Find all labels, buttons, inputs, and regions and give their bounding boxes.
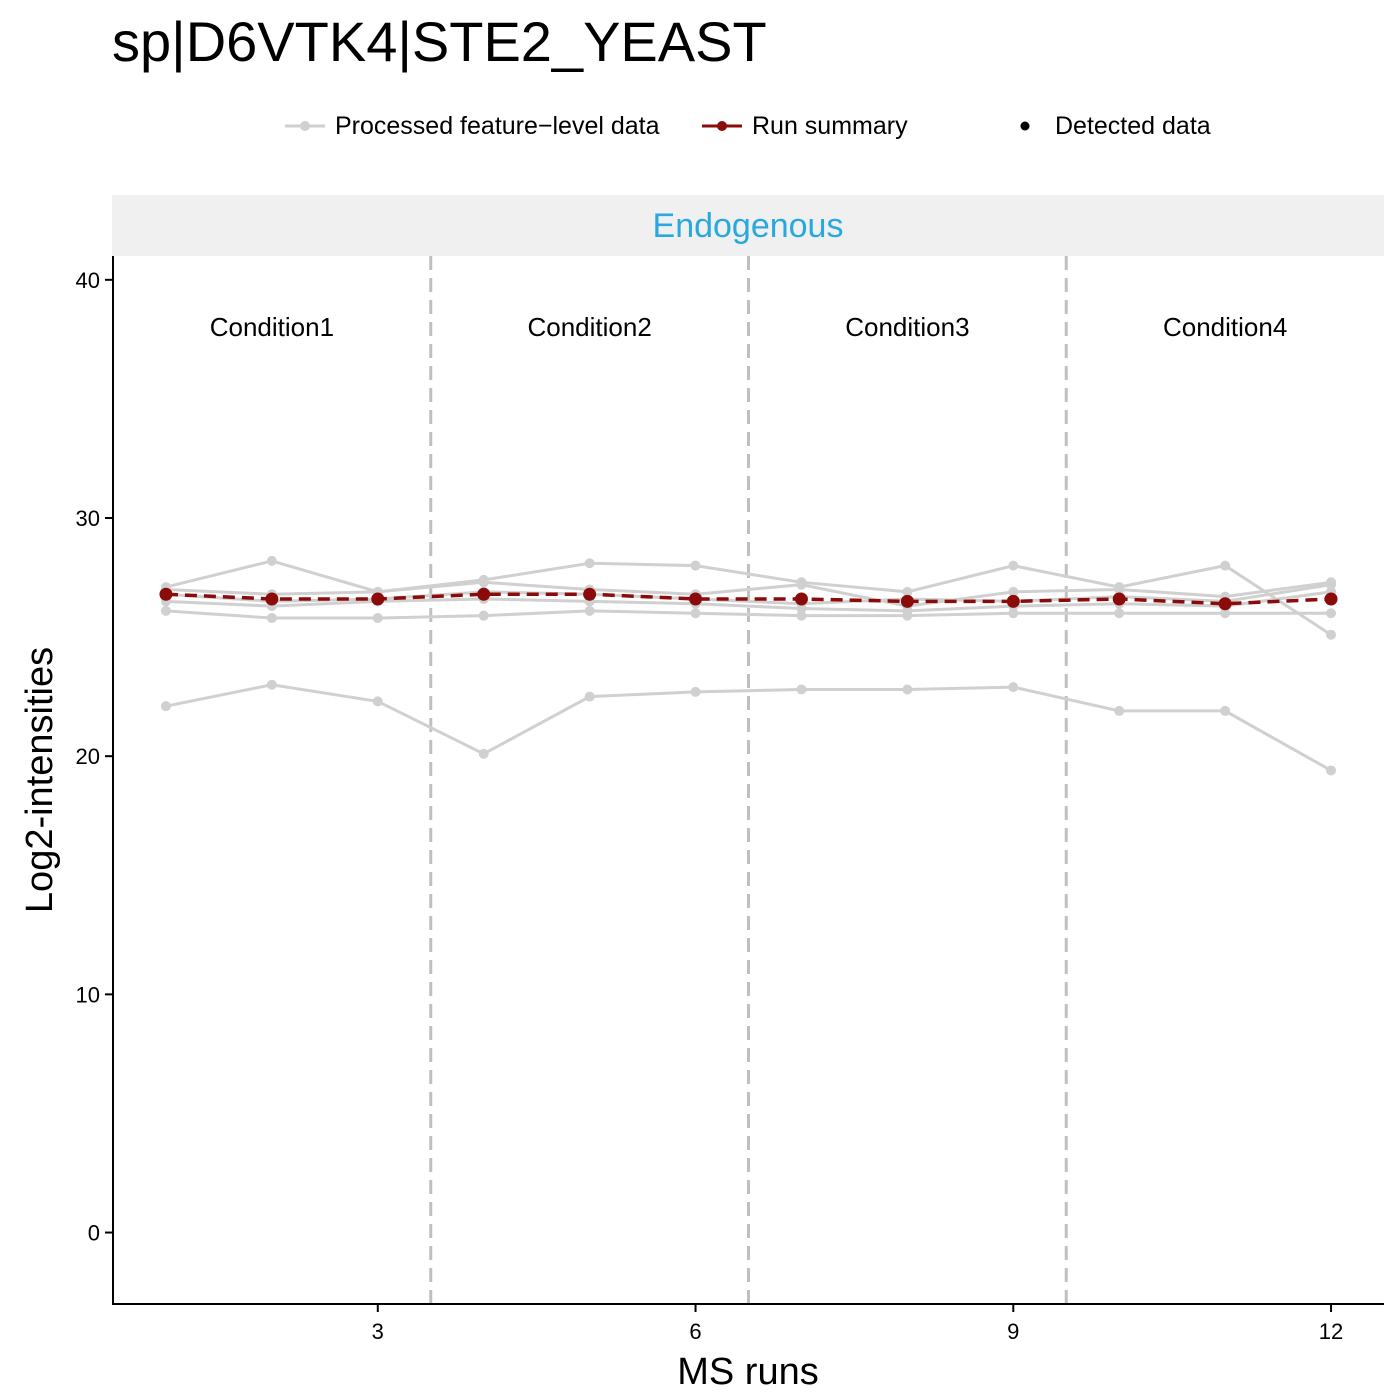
panel-strip xyxy=(112,195,1384,256)
x-tick-label-6: 6 xyxy=(689,1319,701,1344)
feature-1-point-2 xyxy=(266,555,277,566)
axes: 0 10 20 30 40 3 6 9 12 xyxy=(76,268,1344,1344)
x-tick-label-9: 9 xyxy=(1007,1319,1019,1344)
feature-5-point-5 xyxy=(584,605,595,616)
chart-title: sp|D6VTK4|STE2_YEAST xyxy=(112,10,767,73)
run-summary-point-1 xyxy=(159,587,173,601)
y-axis-label: Log2-intensities xyxy=(19,647,61,913)
condition-label-1: Condition1 xyxy=(210,312,334,342)
feature-1-point-8 xyxy=(902,586,913,597)
feature-5-point-1 xyxy=(160,605,171,616)
y-tick-label-40: 40 xyxy=(76,268,100,293)
y-tick-label-20: 20 xyxy=(76,744,100,769)
feature-5-point-7 xyxy=(796,610,807,621)
run-summary-point-8 xyxy=(900,594,914,608)
run-summary-point-4 xyxy=(477,587,491,601)
run-summary-point-3 xyxy=(371,592,385,606)
condition-label-3: Condition3 xyxy=(845,312,969,342)
legend-feature-label: Processed feature−level data xyxy=(335,112,660,140)
panel-strip-label: Endogenous xyxy=(653,207,844,245)
feature-5-point-4 xyxy=(478,610,489,621)
feature-line-2 xyxy=(165,580,1332,608)
feature-line-5 xyxy=(165,609,1332,620)
run-summary-point-7 xyxy=(794,592,808,606)
y-tick-label-0: 0 xyxy=(88,1221,100,1246)
feature-5-point-9 xyxy=(1008,608,1019,619)
condition-label-2: Condition2 xyxy=(527,312,651,342)
feature-1-point-11 xyxy=(1220,560,1231,571)
feature-5-point-8 xyxy=(902,610,913,621)
run-summary-line xyxy=(165,592,1332,606)
feature-5-point-11 xyxy=(1220,608,1231,619)
feature-line-4 xyxy=(165,590,1332,613)
plot-area: Condition1 Condition2 Condition3 Condition4 xyxy=(159,256,1338,1304)
feature-6-point-12 xyxy=(1326,765,1337,776)
feature-6-point-7 xyxy=(796,684,807,695)
feature-2-point-9 xyxy=(1008,586,1019,597)
feature-line-6 xyxy=(165,683,1332,772)
feature-3-point-12 xyxy=(1326,579,1337,590)
feature-6-point-8 xyxy=(902,684,913,695)
feature-1-point-9 xyxy=(1008,560,1019,571)
feature-5-point-6 xyxy=(690,608,701,619)
feature-5-point-3 xyxy=(372,613,383,624)
legend-summary-label: Run summary xyxy=(752,112,908,140)
feature-6-point-6 xyxy=(690,686,701,697)
run-summary-point-9 xyxy=(1006,594,1020,608)
feature-5-point-2 xyxy=(266,613,277,624)
legend-item-detected: Detected data xyxy=(1020,112,1211,140)
feature-4-point-7 xyxy=(796,603,807,614)
x-tick-label-3: 3 xyxy=(372,1319,384,1344)
y-tick-label-30: 30 xyxy=(76,506,100,531)
y-tick-label-10: 10 xyxy=(76,982,100,1007)
run-summary-point-6 xyxy=(689,592,703,606)
feature-1-point-6 xyxy=(690,560,701,571)
feature-6-point-1 xyxy=(160,701,171,712)
run-summary-point-12 xyxy=(1324,592,1338,606)
feature-1-point-12 xyxy=(1326,629,1337,640)
feature-6-point-10 xyxy=(1114,705,1125,716)
legend-summary-point xyxy=(717,121,727,131)
feature-5-point-12 xyxy=(1326,608,1337,619)
feature-6-point-9 xyxy=(1008,682,1019,693)
feature-6-point-4 xyxy=(478,748,489,759)
feature-6-point-5 xyxy=(584,691,595,702)
legend-detected-point xyxy=(1020,121,1030,131)
condition-label-4: Condition4 xyxy=(1163,312,1287,342)
feature-2-point-10 xyxy=(1114,584,1125,595)
feature-5-point-10 xyxy=(1114,608,1125,619)
run-summary-point-10 xyxy=(1112,592,1126,606)
run-summary-point-2 xyxy=(265,592,279,606)
feature-line-1 xyxy=(165,559,1332,636)
x-axis-label: MS runs xyxy=(677,1351,818,1393)
legend: Processed feature−level data Run summary… xyxy=(285,112,1211,140)
x-tick-label-12: 12 xyxy=(1319,1319,1343,1344)
feature-2-point-4 xyxy=(478,577,489,588)
feature-6-point-2 xyxy=(266,679,277,690)
run-summary-point-5 xyxy=(583,587,597,601)
run-summary-point-11 xyxy=(1218,597,1232,611)
feature-6-point-11 xyxy=(1220,705,1231,716)
feature-6-point-3 xyxy=(372,696,383,707)
feature-2-point-7 xyxy=(796,579,807,590)
legend-item-summary: Run summary xyxy=(702,112,908,140)
feature-1-point-5 xyxy=(584,558,595,569)
legend-item-feature: Processed feature−level data xyxy=(285,112,660,140)
legend-feature-point xyxy=(300,121,310,131)
legend-detected-label: Detected data xyxy=(1055,112,1211,140)
